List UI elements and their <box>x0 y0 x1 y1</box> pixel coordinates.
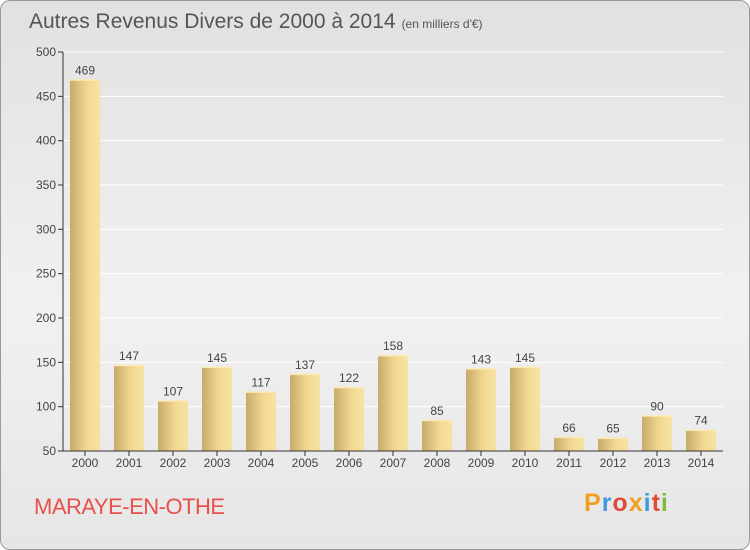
data-label: 117 <box>251 376 270 390</box>
y-tick-label: 200 <box>36 311 56 325</box>
bar <box>598 437 628 451</box>
data-label: 90 <box>650 400 664 414</box>
bars <box>70 79 716 451</box>
data-label: 85 <box>430 404 444 418</box>
bar <box>686 429 716 451</box>
bar <box>422 419 452 451</box>
x-tick-label: 2014 <box>688 456 715 470</box>
bar <box>378 355 408 451</box>
bar <box>158 400 188 451</box>
data-label: 107 <box>163 384 183 398</box>
x-tick-label: 2002 <box>160 456 187 470</box>
bar <box>510 366 540 451</box>
logo-letter: r <box>601 489 613 517</box>
bar <box>114 364 144 451</box>
chart-subtitle: (en milliers d'€) <box>401 17 483 31</box>
x-tick-label: 2007 <box>380 456 407 470</box>
bar <box>554 436 584 451</box>
chart-title-text: Autres Revenus Divers de 2000 à 2014 <box>29 10 396 33</box>
x-tick-label: 2008 <box>424 456 451 470</box>
logo-letter: i <box>660 489 669 517</box>
x-tick-label: 2001 <box>116 456 143 470</box>
logo-letter: P <box>584 489 602 517</box>
bar <box>642 415 672 451</box>
x-tick-label: 2004 <box>248 456 275 470</box>
y-tick-label: 150 <box>36 355 56 369</box>
bar <box>290 373 320 451</box>
data-label: 145 <box>515 351 535 365</box>
logo-letter: o <box>612 489 629 517</box>
y-tick-label: 100 <box>36 400 56 414</box>
data-label: 137 <box>295 358 315 372</box>
x-tick-label: 2010 <box>512 456 539 470</box>
x-tick-label: 2003 <box>204 456 231 470</box>
proxiti-logo[interactable]: Proxiti <box>584 489 669 518</box>
logo-letter: i <box>643 489 652 517</box>
x-tick-label: 2011 <box>556 456 582 470</box>
chart-title: Autres Revenus Divers de 2000 à 2014 (en … <box>29 10 483 34</box>
x-tick-label: 2006 <box>336 456 363 470</box>
bar <box>246 391 276 451</box>
y-tick-label: 300 <box>36 222 56 236</box>
y-tick-label: 250 <box>36 267 56 281</box>
data-label: 158 <box>383 339 403 353</box>
x-tick-label: 2005 <box>292 456 319 470</box>
y-tick-label: 450 <box>36 89 56 103</box>
bar <box>334 387 364 451</box>
x-tick-label: 2012 <box>600 456 627 470</box>
y-tick-label: 350 <box>36 178 56 192</box>
bar <box>70 79 100 451</box>
data-label: 65 <box>606 422 620 436</box>
bar <box>202 366 232 451</box>
x-tick-label: 2009 <box>468 456 495 470</box>
data-label: 122 <box>339 371 359 385</box>
y-tick-label: 50 <box>43 444 57 458</box>
data-label: 469 <box>75 63 95 77</box>
axes <box>58 51 723 456</box>
labels: 50 100 150 200 250 300 350 400 450 500 469 2000 147 2… <box>36 45 715 470</box>
x-tick-label: 2013 <box>644 456 671 470</box>
data-label: 66 <box>562 421 576 435</box>
logo-letter: x <box>628 489 644 517</box>
x-tick-label: 2000 <box>72 456 99 470</box>
y-tick-label: 500 <box>36 45 56 59</box>
location-name: MARAYE-EN-OTHE <box>34 494 225 519</box>
logo-letter: t <box>651 489 661 517</box>
y-tick-label: 400 <box>36 134 56 148</box>
bar <box>466 368 496 451</box>
data-label: 74 <box>694 414 708 428</box>
data-label: 145 <box>207 351 227 365</box>
data-label: 147 <box>119 349 139 363</box>
data-label: 143 <box>471 353 491 367</box>
